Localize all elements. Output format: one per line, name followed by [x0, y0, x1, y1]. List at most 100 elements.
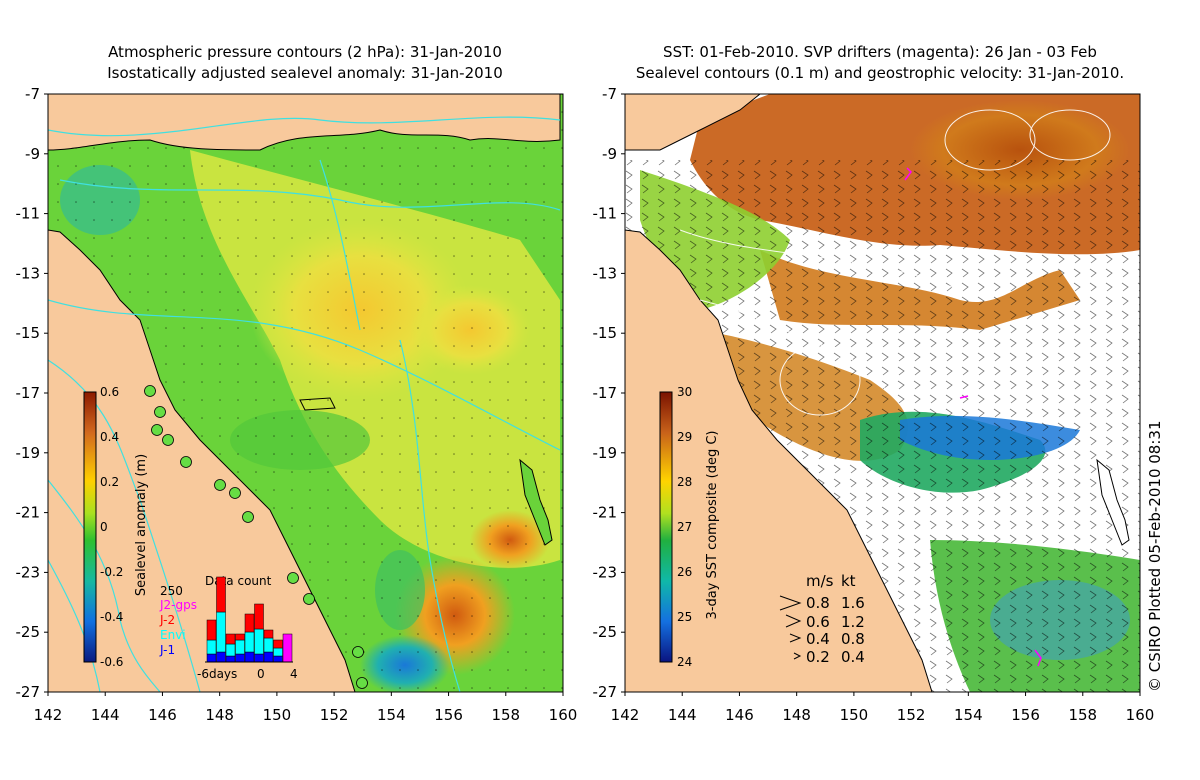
left-title-line2: Isostatically adjusted sealevel anomaly:… [107, 64, 503, 82]
right-lon-tick-label: 158 [1068, 706, 1097, 724]
right-lat-tick-label: -19 [593, 444, 618, 462]
inset-bar-segment [263, 629, 274, 639]
right-sealevel-contours [679, 109, 1111, 416]
right-lat-tick-label: -25 [593, 623, 618, 641]
inset-legend-j2: J-2 [159, 613, 175, 627]
left-colorbar-ticks: 0.6 0.4 0.2 0 -0.2 -0.4 -0.6 [100, 385, 123, 669]
credit-text: © CSIRO Plotted 05-Feb-2010 08:31 [1146, 421, 1164, 693]
velocity-key-ms-0: 0.8 [806, 594, 830, 612]
left-cb-tick-3: 0 [100, 520, 108, 534]
right-cb-tick-6: 24 [677, 655, 692, 669]
inset-bar-segment [216, 576, 226, 613]
left-cb-tick-5: -0.4 [100, 610, 123, 624]
inset-bar-segment [282, 633, 293, 663]
left-new-guinea-land [48, 94, 561, 151]
right-lon-tick-label: 150 [840, 706, 869, 724]
right-cb-tick-0: 30 [677, 385, 692, 399]
left-lat-tick-label: -19 [16, 444, 41, 462]
right-australia-land [625, 229, 933, 692]
right-lat-tick-label: -21 [593, 504, 618, 522]
left-reef-outline [299, 397, 336, 411]
inset-bar-segment [206, 639, 217, 655]
velocity-arrow-02 [793, 652, 802, 660]
inset-bar-segment [263, 651, 274, 663]
left-lat-tick-label: -15 [16, 324, 41, 342]
inset-ymax: 250 [160, 584, 183, 598]
inset-bar-segment [225, 655, 236, 663]
inset-bar-segment [225, 633, 236, 645]
right-lon-tick-label: 148 [782, 706, 811, 724]
left-lon-tick-label: 154 [377, 706, 406, 724]
left-lon-tick-label: 156 [434, 706, 463, 724]
left-map [48, 94, 563, 692]
right-lon-tick-label: 146 [725, 706, 754, 724]
inset-legend-envi: Envi [160, 628, 186, 642]
right-lon-tick-label: 144 [668, 706, 697, 724]
inset-legend-j1: J-1 [159, 643, 175, 657]
right-lat-tick-label: -15 [593, 324, 618, 342]
inset-bar-segment [225, 643, 236, 657]
inset-bar-segment [273, 647, 283, 657]
left-cb-tick-6: -0.6 [100, 655, 123, 669]
inset-bar-segment [244, 631, 255, 653]
inset-bar-segment [273, 639, 283, 649]
right-lon-tick-label: 156 [1011, 706, 1040, 724]
velocity-arrow-08 [779, 595, 802, 611]
left-colorbar-label: Sealevel anomaly (m) [134, 454, 149, 596]
left-lat-tick-label: -17 [16, 384, 41, 402]
right-lat-tick-label: -11 [593, 205, 618, 223]
left-cb-tick-4: -0.2 [100, 565, 123, 579]
inset-bar-segment [273, 655, 283, 663]
velocity-key-kt-3: 0.4 [841, 648, 865, 666]
axis-ticks: -7 -9 -11 -13 -15 -17 -19 -21 -23 -25 -27 142 144 146… [16, 85, 1155, 724]
inset-bar-segment [235, 653, 245, 663]
right-colorbar: 30 29 28 27 26 25 24 3-day SST composite… [659, 385, 720, 669]
velocity-key-ms-1: 0.6 [806, 613, 830, 631]
left-lon-tick-label: 146 [148, 706, 177, 724]
left-colorbar-gradient [83, 391, 97, 663]
left-cb-tick-2: 0.2 [100, 475, 119, 489]
right-lat-tick-label: -17 [593, 384, 618, 402]
left-lat-tick-label: -13 [16, 264, 41, 282]
right-drifter-tracks [904, 167, 1042, 667]
right-cb-tick-1: 29 [677, 430, 692, 444]
right-new-caledonia [1096, 458, 1130, 546]
data-count-inset: Data count 250 J2-gps J-2 Envi J-1 -6day… [159, 574, 298, 681]
left-new-caledonia [519, 458, 553, 546]
velocity-arrow-04 [789, 633, 802, 643]
right-lat-tick-label: -7 [602, 85, 617, 103]
right-colorbar-label: 3-day SST composite (deg C) [705, 430, 720, 619]
left-pressure-contours [48, 116, 561, 692]
velocity-arrow-06 [785, 614, 802, 628]
inset-bar-segment [244, 651, 255, 663]
left-lat-tick-label: -23 [16, 563, 41, 581]
left-lon-tick-label: 142 [34, 706, 63, 724]
right-lon-tick-label: 152 [897, 706, 926, 724]
left-lat-tick-label: -9 [25, 145, 40, 163]
left-lon-tick-label: 150 [263, 706, 292, 724]
right-new-guinea-land [625, 94, 761, 151]
velocity-key: m/s kt 0.8 1.6 0.6 1.2 0.4 0.8 0.2 0.4 [779, 572, 865, 666]
left-australia-land [48, 229, 356, 692]
right-cb-tick-4: 26 [677, 565, 692, 579]
left-lon-tick-label: 152 [320, 706, 349, 724]
inset-bar-segment [216, 651, 226, 663]
velocity-key-kt-header: kt [841, 572, 856, 590]
inset-bar-segment [235, 639, 245, 655]
left-lon-tick-label: 160 [549, 706, 578, 724]
inset-bar-segment [254, 628, 264, 655]
velocity-key-ms-header: m/s [806, 572, 834, 590]
velocity-key-ms-2: 0.4 [806, 630, 830, 648]
right-lat-tick-label: -13 [593, 264, 618, 282]
left-colorbar: 0.6 0.4 0.2 0 -0.2 -0.4 -0.6 Sealevel an… [83, 385, 149, 669]
right-map [625, 94, 1140, 692]
left-lat-tick-label: -27 [16, 683, 41, 701]
right-lon-tick-label: 142 [611, 706, 640, 724]
left-lat-tick-label: -25 [16, 623, 41, 641]
right-lon-tick-label: 154 [954, 706, 983, 724]
left-cb-tick-1: 0.4 [100, 430, 119, 444]
left-cb-tick-0: 0.6 [100, 385, 119, 399]
inset-xlabel-0: -6days [197, 667, 237, 681]
left-lon-tick-label: 158 [491, 706, 520, 724]
velocity-key-kt-2: 0.8 [841, 630, 865, 648]
